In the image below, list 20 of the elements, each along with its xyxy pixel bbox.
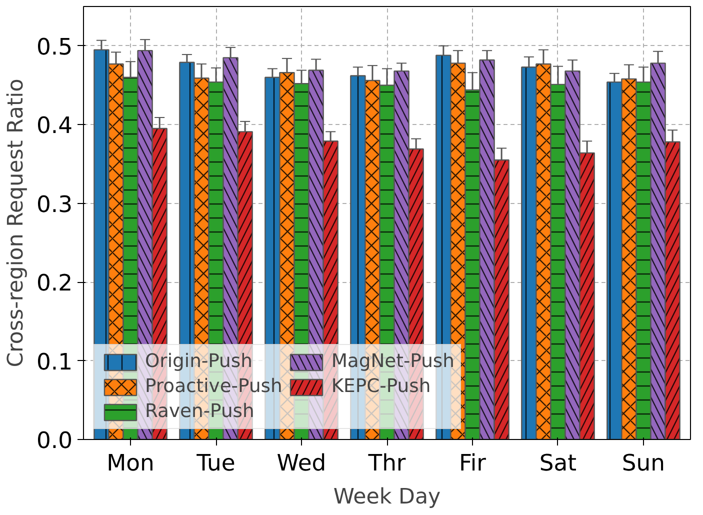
y-tick-label: 0.1 — [36, 349, 72, 376]
y-tick-label: 0.5 — [36, 34, 72, 60]
y-tick-label: 0.0 — [36, 428, 72, 454]
x-tick-label: Thr — [367, 450, 406, 476]
x-axis-title: Week Day — [333, 484, 441, 510]
y-axis-title: Cross-region Request Ratio — [3, 78, 28, 368]
legend-label: Proactive-Push — [145, 376, 282, 397]
legend-label: MagNet-Push — [331, 351, 454, 372]
x-tick-label: Fir — [458, 450, 487, 476]
x-tick-label: Tue — [196, 450, 236, 476]
legend-label: Raven-Push — [145, 401, 254, 422]
legend-label: Origin-Push — [145, 351, 252, 372]
x-tick-label: Sat — [539, 450, 577, 476]
y-tick-label: 0.2 — [36, 270, 72, 297]
x-tick-label: Sun — [622, 450, 666, 476]
x-tick-label: Mon — [106, 450, 154, 476]
y-tick-label: 0.4 — [36, 113, 72, 140]
x-tick-label: Wed — [276, 450, 326, 476]
legend-label: KEPC-Push — [331, 376, 431, 397]
y-tick-label: 0.3 — [36, 192, 72, 218]
